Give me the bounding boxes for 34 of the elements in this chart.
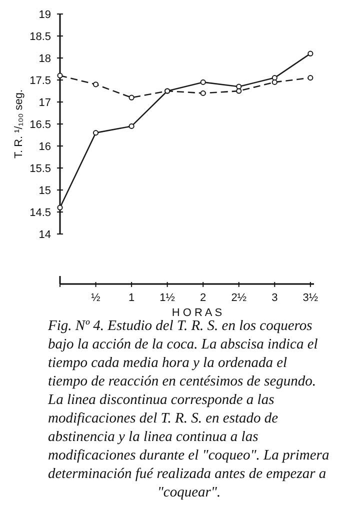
point bbox=[236, 84, 242, 90]
y-tick-label: 15 bbox=[38, 184, 51, 197]
x-tick-label: ½ bbox=[91, 292, 100, 304]
y-axis-title: T. R. ¹/₁₀₀ seg. bbox=[12, 89, 25, 159]
point bbox=[200, 90, 206, 96]
x-axis-title: H O R A S bbox=[172, 307, 222, 319]
x-tick-label: 3 bbox=[272, 292, 278, 304]
y-tick-label: 18.5 bbox=[30, 30, 51, 43]
point bbox=[128, 123, 134, 129]
x-tick-label: 2 bbox=[200, 292, 206, 304]
y-tick-label: 17 bbox=[38, 96, 51, 109]
point bbox=[57, 204, 63, 210]
point bbox=[200, 79, 206, 85]
y-tick-label: 14.5 bbox=[30, 206, 51, 219]
y-tick-label: 15.5 bbox=[30, 162, 51, 175]
x-tick-label: 1½ bbox=[160, 292, 175, 304]
point bbox=[128, 94, 134, 100]
point bbox=[272, 79, 278, 85]
text: Fig. Nº 4. Estudio del T. R. S. en los coqueros bajo la acción de la coca. La abscisa indica el tiempo cada media hora y la ordenada el tiempo de reacción en centésimos de segundo. La linea discontinua corresponde a las modificaciones del T. R. S. en estado de abstinencia y la linea continua a las modificaciones durante el "coqueo". La primera determinación fué realizada antes de empezar a "coquear". bbox=[48, 318, 330, 500]
x-tick-label: 3½ bbox=[302, 292, 318, 304]
point bbox=[92, 82, 99, 88]
point bbox=[236, 88, 242, 94]
y-tick-label: 16.5 bbox=[30, 118, 51, 131]
y-tick-label: 18 bbox=[38, 52, 51, 65]
point bbox=[308, 50, 314, 56]
point bbox=[92, 130, 99, 136]
point bbox=[57, 72, 63, 78]
y-tick-label: 16 bbox=[38, 140, 51, 153]
x-tick-label: 2½ bbox=[231, 292, 247, 304]
y-tick-label: 14 bbox=[38, 228, 51, 241]
y-tick-label: 17.5 bbox=[30, 74, 51, 87]
y-tick-label: 19 bbox=[38, 8, 51, 21]
point bbox=[308, 75, 314, 81]
x-tick-label: 1 bbox=[128, 292, 135, 304]
